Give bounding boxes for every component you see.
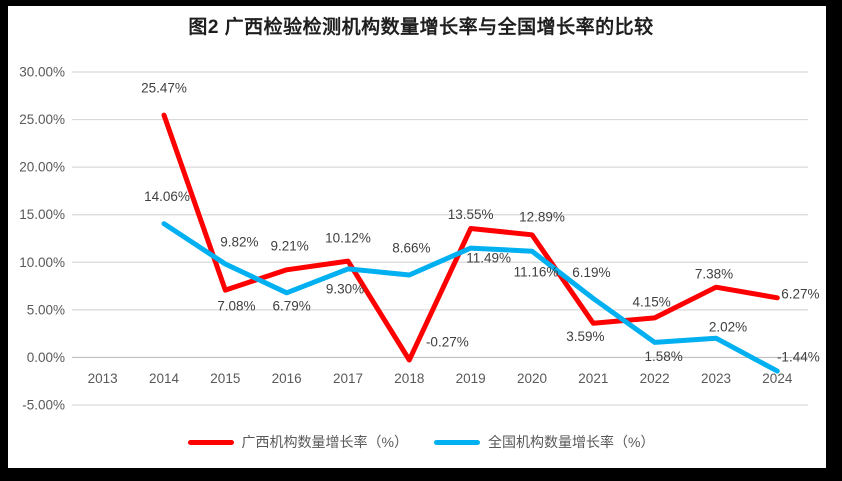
- data-label-guangxi: -0.27%: [426, 334, 469, 349]
- x-axis-tick-label: 2021: [578, 371, 608, 386]
- x-axis-tick-label: 2015: [210, 371, 240, 386]
- y-axis-tick-label: 20.00%: [19, 160, 65, 175]
- national-series-swatch: [434, 439, 480, 445]
- data-label-national: 11.49%: [466, 251, 511, 266]
- y-axis-tick-label: -5.00%: [22, 398, 65, 413]
- y-axis-tick-label: 25.00%: [19, 112, 65, 127]
- data-label-guangxi: 10.12%: [325, 231, 371, 246]
- data-label-national: 11.16%: [514, 265, 559, 280]
- data-label-national: 14.06%: [144, 189, 190, 204]
- x-axis-tick-label: 2022: [640, 371, 670, 386]
- legend-item-national: 全国机构数量增长率（%）: [434, 432, 654, 452]
- x-axis-tick-label: 2019: [456, 371, 486, 386]
- y-axis-tick-label: 10.00%: [19, 255, 65, 270]
- data-label-guangxi: 7.08%: [217, 299, 255, 314]
- x-axis-tick-label: 2014: [149, 371, 180, 386]
- data-label-guangxi: 12.89%: [519, 209, 565, 224]
- series-line-guangxi: [161, 112, 780, 363]
- y-axis-tick-label: 5.00%: [27, 302, 65, 317]
- guangxi-series-swatch: [187, 439, 234, 445]
- data-label-national: 6.19%: [572, 265, 610, 280]
- x-axis-tick-label: 2024: [762, 371, 793, 386]
- chart-legend: 广西机构数量增长率（%） 全国机构数量增长率（%）: [0, 432, 842, 452]
- series-line-national: [161, 221, 780, 374]
- data-label-national: 1.58%: [645, 349, 683, 364]
- data-label-guangxi: 7.38%: [695, 267, 733, 282]
- x-axis-tick-label: 2013: [88, 371, 118, 386]
- chart-title: 图2 广西检验检测机构数量增长率与全国增长率的比较: [188, 17, 654, 38]
- data-label-guangxi: 13.55%: [448, 207, 494, 222]
- x-axis-tick-label: 2017: [333, 371, 363, 386]
- data-label-guangxi: 6.27%: [781, 286, 819, 301]
- data-label-national: 9.82%: [220, 234, 258, 249]
- data-label-guangxi: 3.59%: [566, 329, 604, 344]
- legend-label-guangxi: 广西机构数量增长率（%）: [241, 434, 408, 450]
- legend-label-national: 全国机构数量增长率（%）: [488, 434, 655, 450]
- data-label-guangxi: 9.21%: [271, 238, 309, 253]
- data-label-guangxi: 4.15%: [633, 294, 671, 309]
- y-axis-tick-label: 30.00%: [19, 65, 65, 80]
- legend-item-guangxi: 广西机构数量增长率（%）: [187, 432, 408, 452]
- x-axis-tick-label: 2016: [272, 371, 302, 386]
- data-label-national: 6.79%: [273, 298, 311, 313]
- data-label-national: 9.30%: [326, 281, 364, 296]
- x-axis-tick-label: 2018: [394, 371, 424, 386]
- x-axis-tick-label: 2020: [517, 371, 547, 386]
- y-axis-tick-label: 15.00%: [19, 207, 65, 222]
- data-label-national: 2.02%: [709, 320, 747, 335]
- data-label-national: -1.44%: [777, 350, 820, 365]
- y-axis-tick-label: 0.00%: [27, 350, 65, 365]
- data-label-guangxi: 25.47%: [141, 81, 187, 96]
- x-axis-tick-label: 2023: [701, 371, 731, 386]
- data-label-national: 8.66%: [392, 241, 430, 256]
